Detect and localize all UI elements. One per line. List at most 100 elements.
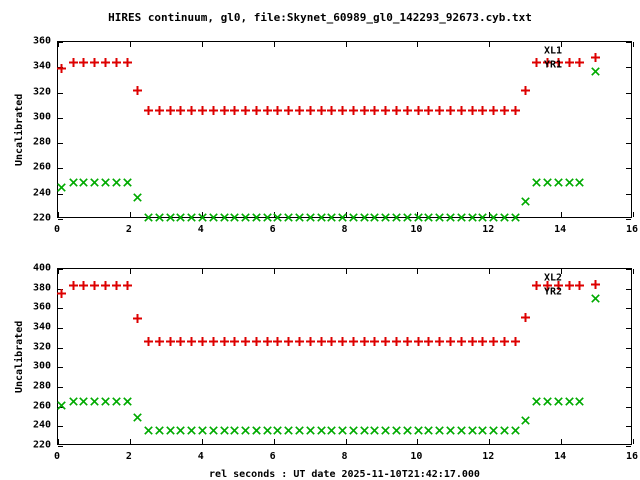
y-tick-top bbox=[58, 42, 63, 43]
y-tick-right-top bbox=[626, 42, 631, 43]
x-axis-tick-label: 14 bbox=[554, 451, 567, 462]
data-point-YR2 bbox=[392, 425, 401, 435]
y-tick-bottom bbox=[58, 367, 63, 369]
y-axis-tick-label: 300 bbox=[32, 360, 51, 372]
data-point-YR2 bbox=[295, 425, 304, 435]
y-tick-right-bottom bbox=[626, 406, 631, 408]
y-tick-bottom bbox=[58, 308, 63, 310]
y-axis-tick-label: 360 bbox=[32, 35, 51, 47]
x-tick-top-top bbox=[58, 42, 59, 47]
page-title: HIRES continuum, gl0, file:Skynet_60989_… bbox=[108, 11, 532, 24]
x-axis-tick-label: 10 bbox=[410, 224, 423, 235]
data-point-YR2 bbox=[338, 425, 347, 435]
plot-frame-bottom: XL2 YR2 bbox=[57, 268, 634, 447]
x-tick-bottom bbox=[273, 439, 275, 444]
data-point-YR2 bbox=[219, 425, 229, 435]
data-point-YR2 bbox=[176, 425, 186, 435]
data-point-XL2 bbox=[111, 281, 121, 291]
data-point-YR2 bbox=[79, 397, 89, 407]
y-axis-tick-label: 240 bbox=[32, 187, 51, 199]
y-tick-top bbox=[58, 117, 63, 119]
data-point-YR2 bbox=[521, 416, 531, 425]
y-tick-bottom bbox=[58, 446, 63, 447]
x-axis-tick-label: 2 bbox=[125, 451, 132, 462]
x-axis-tick-label: 6 bbox=[269, 224, 276, 235]
data-point-XL2 bbox=[402, 337, 412, 347]
x-tick-bottom bbox=[561, 439, 563, 444]
x-tick-top-bottom bbox=[489, 269, 491, 274]
x-tick-top-top bbox=[345, 42, 347, 47]
x-tick-bottom bbox=[489, 439, 491, 444]
data-point-YR2 bbox=[165, 425, 175, 435]
data-point-YR2 bbox=[424, 425, 434, 435]
data-point-XL2 bbox=[273, 337, 283, 347]
y-tick-bottom bbox=[58, 387, 63, 388]
y-tick-bottom bbox=[58, 288, 63, 290]
legend-label-YR2: YR2 bbox=[543, 286, 563, 298]
data-point-XL2 bbox=[338, 337, 348, 347]
data-point-XL2 bbox=[478, 337, 488, 347]
data-point-XL2 bbox=[251, 337, 261, 347]
y-tick-bottom bbox=[58, 269, 63, 270]
y-axis-tick-label: 320 bbox=[32, 341, 51, 353]
x-tick-bottom bbox=[58, 439, 59, 444]
x-tick-top-bottom bbox=[633, 269, 634, 274]
x-tick-top-bottom bbox=[201, 269, 203, 274]
data-point-XL2 bbox=[521, 312, 531, 322]
data-point-XL2 bbox=[564, 281, 574, 291]
y-axis-tick-label: 340 bbox=[32, 60, 51, 72]
legend-marker-XL2 bbox=[590, 274, 600, 289]
data-point-XL2 bbox=[208, 337, 218, 347]
data-point-YR2 bbox=[349, 425, 358, 435]
y-tick-right-top bbox=[626, 92, 631, 94]
y-tick-right-top bbox=[626, 117, 631, 119]
data-point-XL2 bbox=[467, 337, 477, 347]
data-point-YR2 bbox=[553, 397, 563, 407]
data-point-XL2 bbox=[456, 337, 466, 347]
y-axis-tick-label: 220 bbox=[32, 439, 51, 451]
y-axis-tick-label: 400 bbox=[32, 262, 51, 274]
y-tick-right-top bbox=[626, 143, 631, 145]
y-tick-right-bottom bbox=[626, 347, 631, 349]
x-tick-bottom bbox=[129, 439, 131, 444]
y-axis-tick-label: 380 bbox=[32, 282, 51, 294]
legend-label-YR1: YR1 bbox=[543, 59, 563, 71]
y-tick-right-bottom bbox=[626, 328, 631, 329]
x-tick-top-top bbox=[201, 42, 203, 47]
data-point-XL2 bbox=[305, 337, 315, 347]
y-tick-right-top bbox=[626, 67, 631, 69]
data-point-YR2 bbox=[155, 425, 164, 435]
data-point-YR2 bbox=[316, 425, 326, 435]
y-tick-top bbox=[58, 219, 63, 220]
data-point-XL2 bbox=[510, 337, 520, 347]
data-point-XL2 bbox=[187, 337, 197, 347]
data-point-XL2 bbox=[489, 337, 499, 347]
x-axis-tick-label: 16 bbox=[625, 224, 639, 235]
legend-label-XL2: XL2 bbox=[543, 272, 563, 284]
y-tick-top bbox=[58, 168, 63, 170]
x-tick-bottom bbox=[345, 439, 347, 444]
x-tick-top-bottom bbox=[129, 269, 131, 274]
data-point-XL2 bbox=[445, 337, 455, 347]
data-point-XL2 bbox=[133, 313, 143, 323]
data-point-YR2 bbox=[68, 397, 78, 407]
legend-marker-YR2 bbox=[590, 288, 600, 303]
x-tick-top-bottom bbox=[58, 269, 59, 274]
data-point-YR2 bbox=[122, 397, 132, 407]
data-point-YR2 bbox=[252, 425, 261, 435]
x-axis-tick-label: 12 bbox=[482, 451, 495, 462]
data-point-XL2 bbox=[316, 337, 326, 347]
data-point-XL2 bbox=[241, 337, 251, 347]
y-axis-tick-label: 260 bbox=[32, 400, 51, 412]
x-tick-top bbox=[561, 212, 563, 217]
data-point-XL2 bbox=[284, 337, 294, 347]
data-point-YR2 bbox=[403, 425, 412, 435]
x-tick-top-bottom bbox=[273, 269, 275, 274]
x-axis-tick-label: 8 bbox=[341, 451, 348, 462]
x-axis-tick-label: 16 bbox=[625, 451, 639, 462]
x-axis-tick-label: 0 bbox=[53, 451, 61, 462]
data-point-XL2 bbox=[219, 337, 229, 347]
x-axis-tick-label: 2 bbox=[125, 224, 132, 235]
y-tick-bottom bbox=[58, 426, 63, 428]
data-point-YR2 bbox=[284, 425, 294, 435]
